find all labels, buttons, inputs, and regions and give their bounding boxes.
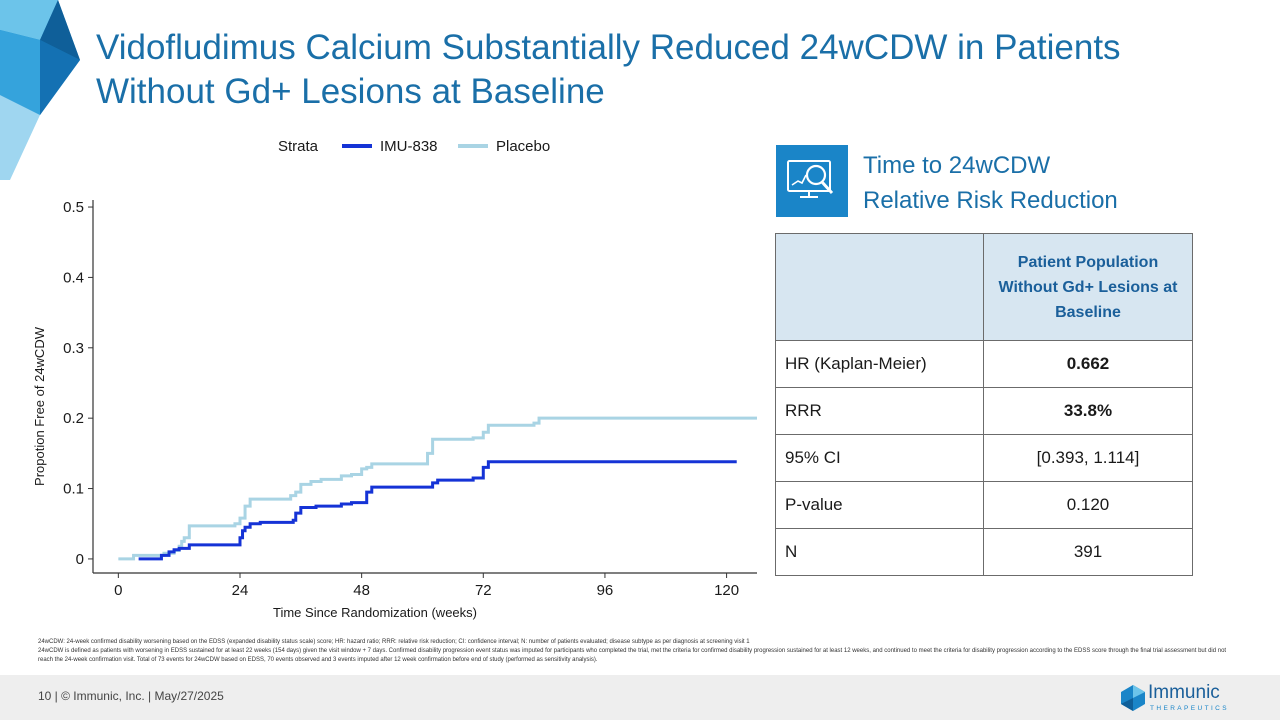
table-row-pvalue: P-value 0.120 xyxy=(775,481,1193,529)
risk-panel-heading: Time to 24wCDW Relative Risk Reduction xyxy=(863,148,1118,218)
logo-subtitle: THERAPEUTICS xyxy=(1150,705,1230,712)
legend-title: Strata xyxy=(278,138,319,155)
population-column-header: Patient Population Without Gd+ Lesions a… xyxy=(983,233,1193,341)
results-header-row: Patient Population Without Gd+ Lesions a… xyxy=(775,233,1193,341)
row-label: N xyxy=(775,528,984,576)
row-label: 95% CI xyxy=(775,434,984,482)
x-axis-label: Time Since Randomization (weeks) xyxy=(273,605,477,620)
chart-magnifier-icon xyxy=(776,145,848,217)
legend-label-imu838: IMU-838 xyxy=(380,138,438,155)
row-value: 33.8% xyxy=(983,387,1193,435)
footer-bar: 10 | © Immunic, Inc. | May/27/2025 Immun… xyxy=(0,675,1280,720)
company-logo: Immunic THERAPEUTICS xyxy=(1120,681,1240,715)
x-tick-label: 24 xyxy=(232,582,249,599)
footer-text: 10 | © Immunic, Inc. | May/27/2025 xyxy=(38,689,224,703)
row-label: HR (Kaplan-Meier) xyxy=(775,340,984,388)
row-label: P-value xyxy=(775,481,984,529)
y-tick-label: 0.4 xyxy=(63,269,84,286)
risk-panel-heading-line-1: Time to 24wCDW xyxy=(863,152,1051,179)
row-label: RRR xyxy=(775,387,984,435)
corner-decoration xyxy=(0,0,80,180)
legend-label-placebo: Placebo xyxy=(496,138,550,155)
results-empty-header xyxy=(775,233,984,341)
footnote-2: 24wCDW is defined as patients with worse… xyxy=(38,648,1227,663)
logo-mark-icon xyxy=(1121,685,1145,711)
y-tick-label: 0 xyxy=(76,551,84,568)
row-value: 0.120 xyxy=(983,481,1193,529)
x-tick-label: 48 xyxy=(353,582,370,599)
y-tick-label: 0.2 xyxy=(63,410,84,427)
y-tick-label: 0.1 xyxy=(63,481,84,498)
slide-title-line-2: Without Gd+ Lesions at Baseline xyxy=(96,72,605,111)
y-axis-label: Propotion Free of 24wCDW xyxy=(32,326,47,486)
row-value: 0.662 xyxy=(983,340,1193,388)
series-line-imu838 xyxy=(138,460,737,561)
series-line-placebo xyxy=(118,416,757,561)
risk-panel-heading-line-2: Relative Risk Reduction xyxy=(863,187,1118,214)
kaplan-meier-chart: 0 0.1 0.2 0.3 0.4 0.5 0 24 48 72 96 120 Time Since R… xyxy=(32,138,757,620)
table-row-rrr: RRR 33.8% xyxy=(775,387,1193,435)
x-tick-label: 96 xyxy=(597,582,614,599)
y-tick-label: 0.3 xyxy=(63,340,84,357)
slide-title: Vidofludimus Calcium Substantially Reduc… xyxy=(96,26,1256,114)
footnotes: 24wCDW: 24-week confirmed disability wor… xyxy=(38,638,1238,665)
row-value: [0.393, 1.114] xyxy=(983,434,1193,482)
results-table: Patient Population Without Gd+ Lesions a… xyxy=(775,233,1193,576)
y-tick-label: 0.5 xyxy=(63,199,84,216)
row-value: 391 xyxy=(983,528,1193,576)
footnote-1: 24wCDW: 24-week confirmed disability wor… xyxy=(38,639,750,645)
x-tick-label: 0 xyxy=(114,582,122,599)
table-row-n: N 391 xyxy=(775,528,1193,576)
x-tick-label: 72 xyxy=(475,582,492,599)
table-row-ci: 95% CI [0.393, 1.114] xyxy=(775,434,1193,482)
slide-title-line-1: Vidofludimus Calcium Substantially Reduc… xyxy=(96,28,1121,67)
table-row-hr: HR (Kaplan-Meier) 0.662 xyxy=(775,340,1193,388)
logo-name: Immunic xyxy=(1148,682,1220,703)
x-tick-label: 120 xyxy=(714,582,739,599)
